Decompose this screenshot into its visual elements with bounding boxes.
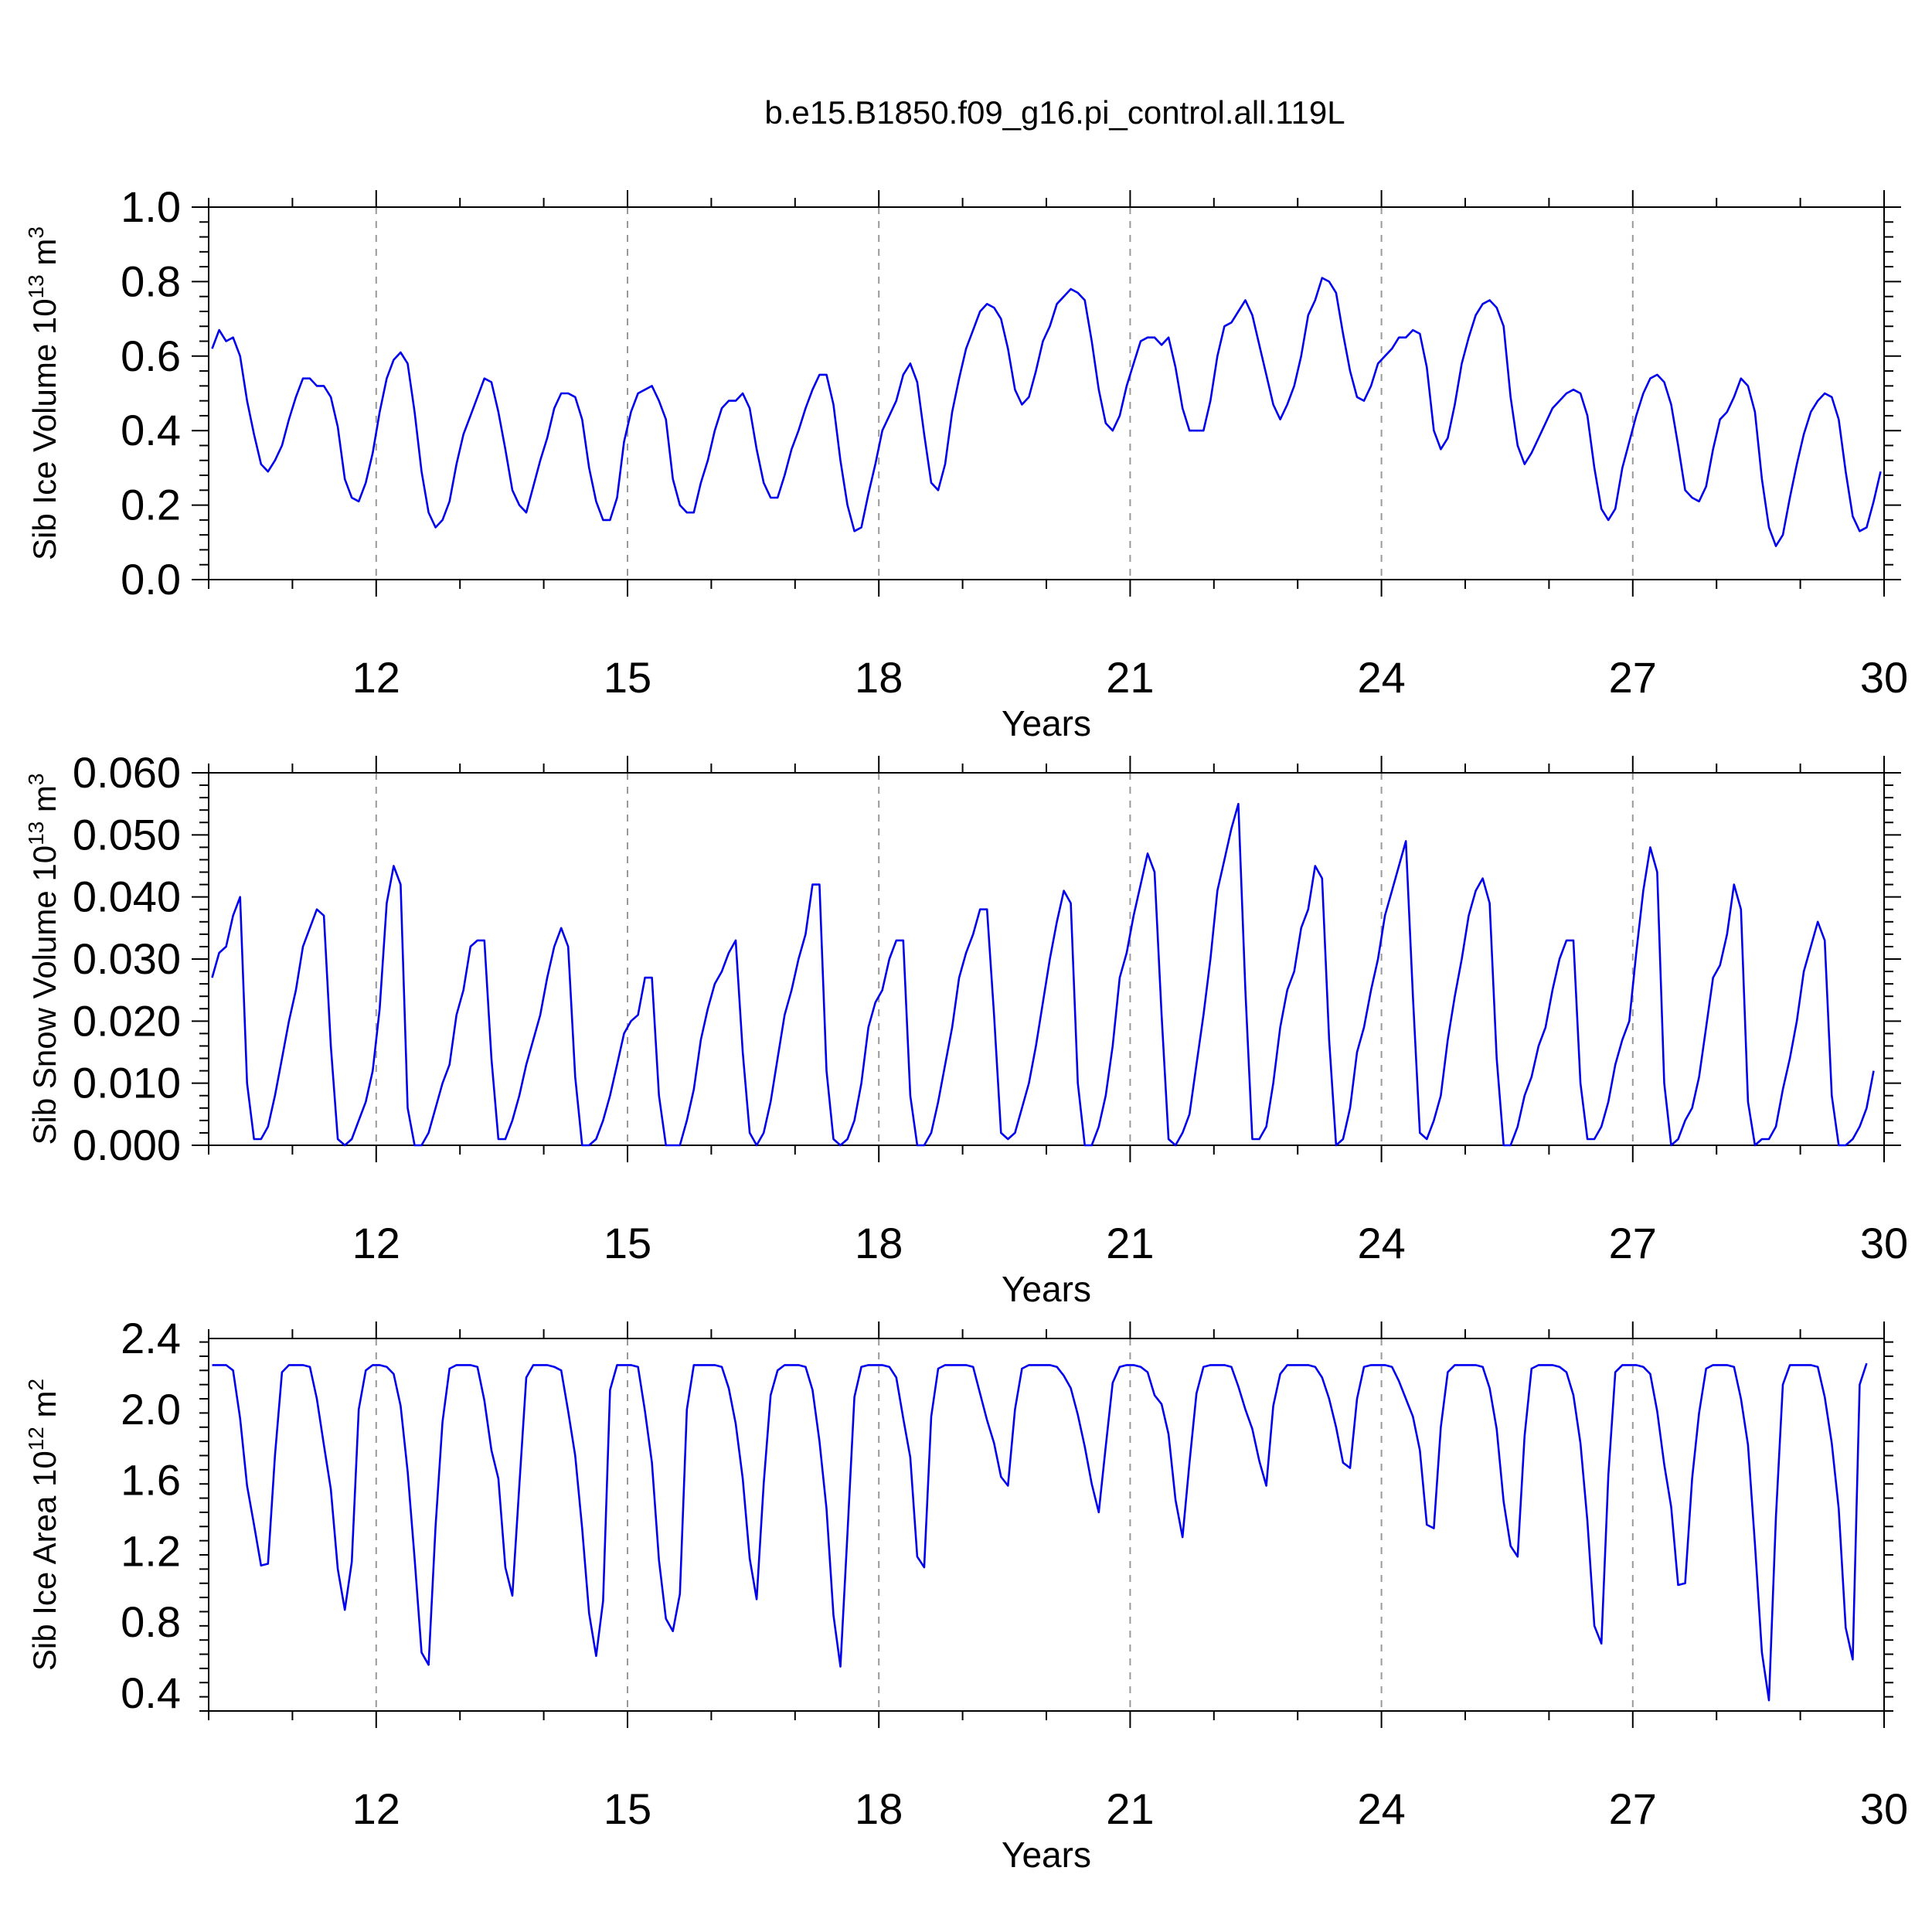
x-axis-label: Years — [1002, 1269, 1091, 1309]
figure-title: b.e15.B1850.f09_g16.pi_control.all.119L — [764, 94, 1345, 131]
x-axis-label: Years — [1002, 1835, 1091, 1875]
x-tick-label: 30 — [1860, 1219, 1908, 1267]
y-tick-label: 2.4 — [121, 1314, 181, 1362]
y-tick-label: 0.0 — [121, 555, 181, 604]
y-tick-label: 1.2 — [121, 1526, 181, 1575]
y-tick-label: 0.030 — [73, 934, 181, 983]
x-tick-label: 27 — [1609, 1219, 1657, 1267]
x-tick-label: 24 — [1357, 653, 1405, 702]
y-tick-label: 0.4 — [121, 406, 181, 454]
y-tick-label: 0.000 — [73, 1121, 181, 1169]
y-tick-label: 0.020 — [73, 996, 181, 1045]
chart-panel-1: 12 15 18 21 24 27 30 Years 0.0 0.2 0.4 0.6 0.8 1.0 Sib… — [24, 182, 1908, 743]
y-axis-label: Sib Snow Volume 1013 m3 — [24, 774, 63, 1145]
chart-panel-2: 12 15 18 21 24 27 30 Years 0.000 0.010 0.020 0.030 0… — [24, 748, 1908, 1309]
y-tick-label: 0.040 — [73, 872, 181, 921]
y-tick-label: 2.0 — [121, 1385, 181, 1434]
x-tick-label: 30 — [1860, 653, 1908, 702]
series-line — [211, 802, 1875, 1147]
x-tick-label: 15 — [604, 1219, 651, 1267]
x-tick-label: 12 — [352, 1784, 400, 1833]
x-tick-label: 12 — [352, 653, 400, 702]
series-line — [212, 1362, 1868, 1702]
y-tick-label: 0.060 — [73, 748, 181, 797]
y-tick-label: 0.4 — [121, 1668, 181, 1717]
y-tick-label: 0.6 — [121, 332, 181, 380]
x-tick-label: 27 — [1609, 653, 1657, 702]
x-tick-label: 24 — [1357, 1784, 1405, 1833]
x-tick-label: 15 — [604, 1784, 651, 1833]
y-tick-label: 0.8 — [121, 1597, 181, 1646]
y-tick-label: 0.8 — [121, 257, 181, 305]
x-tick-label: 30 — [1860, 1784, 1908, 1833]
x-tick-label: 21 — [1106, 1219, 1154, 1267]
y-axis-label: Sib Ice Volume 1013 m3 — [24, 226, 63, 560]
y-tick-label: 0.010 — [73, 1059, 181, 1107]
x-tick-label: 18 — [855, 1784, 903, 1833]
series-line — [211, 277, 1882, 547]
x-tick-label: 27 — [1609, 1784, 1657, 1833]
x-tick-label: 18 — [855, 1219, 903, 1267]
x-tick-label: 21 — [1106, 1784, 1154, 1833]
x-tick-label: 18 — [855, 653, 903, 702]
y-tick-label: 0.2 — [121, 481, 181, 529]
x-tick-label: 24 — [1357, 1219, 1405, 1267]
x-tick-label: 21 — [1106, 653, 1154, 702]
x-axis-label: Years — [1002, 703, 1091, 743]
x-tick-label: 15 — [604, 653, 651, 702]
y-tick-label: 1.0 — [121, 182, 181, 231]
y-tick-label: 1.6 — [121, 1456, 181, 1505]
x-tick-label: 12 — [352, 1219, 400, 1267]
chart-panel-3: 12 15 18 21 24 27 30 Years 0.4 0.8 1.2 1.6 2.0 2.4 Sib… — [24, 1314, 1908, 1875]
y-axis-label: Sib Ice Area 1012 m2 — [24, 1379, 63, 1671]
y-tick-label: 0.050 — [73, 810, 181, 859]
